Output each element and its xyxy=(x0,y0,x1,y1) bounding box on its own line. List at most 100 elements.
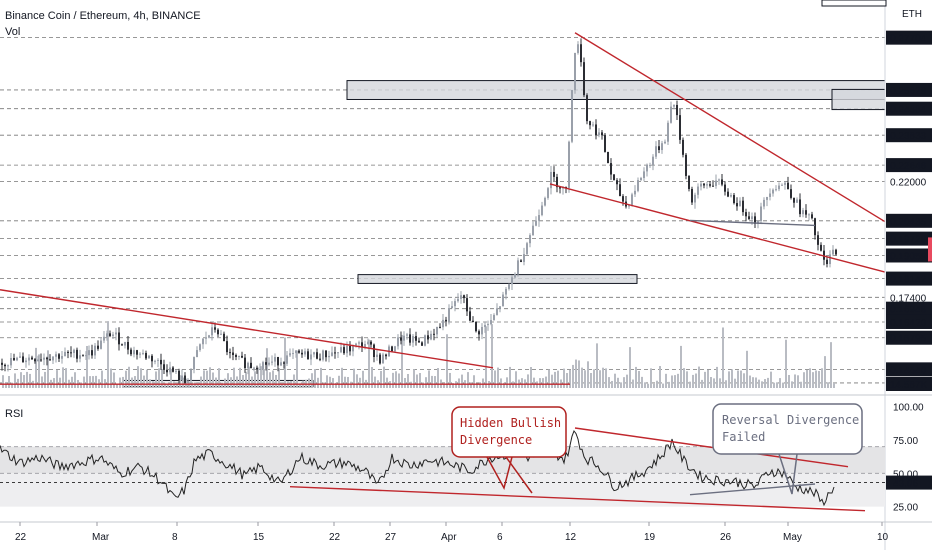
candle-body xyxy=(721,179,723,185)
volume-bar xyxy=(224,378,226,388)
candle-body xyxy=(832,249,834,255)
rsi-label: RSI xyxy=(5,408,23,420)
volume-bar xyxy=(485,326,487,388)
hidden-bullish-box xyxy=(451,406,567,458)
price-zone xyxy=(831,88,886,111)
candle-body xyxy=(799,199,801,215)
candle-body xyxy=(508,284,510,289)
candle-body xyxy=(79,355,81,359)
volume-bar xyxy=(656,380,658,388)
volume-bar xyxy=(458,378,460,388)
volume-bar xyxy=(557,370,559,388)
candle-body xyxy=(700,183,702,187)
candle-body xyxy=(604,135,606,152)
candle-body xyxy=(694,194,696,203)
volume-bar xyxy=(209,367,211,388)
volume-bar xyxy=(737,370,739,388)
volume-badge xyxy=(886,377,932,391)
volume-bar xyxy=(491,324,493,388)
volume-bar xyxy=(422,382,424,388)
candle-body xyxy=(829,254,831,265)
candle-body xyxy=(262,362,264,370)
candle-body xyxy=(268,362,270,365)
volume-bar xyxy=(191,383,193,388)
time-label: 22 xyxy=(15,532,27,543)
volume-bar xyxy=(443,383,445,388)
volume-bar xyxy=(530,367,532,388)
volume-bar xyxy=(692,374,694,388)
volume-bar xyxy=(119,377,121,388)
candle-body xyxy=(82,355,84,357)
price-label: 0.18142 xyxy=(890,275,927,286)
candle-body xyxy=(382,354,384,364)
candle-body xyxy=(817,235,819,245)
volume-bar xyxy=(383,366,385,388)
volume-bar xyxy=(827,382,829,388)
candle-body xyxy=(574,52,576,91)
volume-bar xyxy=(413,369,415,388)
candle-body xyxy=(580,44,582,63)
price-zone xyxy=(357,274,638,284)
price-label: 0.19728 xyxy=(890,235,927,246)
candle-body xyxy=(436,326,438,335)
candle-body xyxy=(61,356,63,359)
candle-body xyxy=(814,218,816,236)
candle-body xyxy=(52,356,54,361)
candle-body xyxy=(73,349,75,354)
volume-bar xyxy=(29,373,31,388)
volume-bar xyxy=(62,367,64,388)
volume-bar xyxy=(20,372,22,388)
candle-body xyxy=(529,235,531,244)
candle-body xyxy=(496,308,498,315)
volume-bar xyxy=(359,377,361,388)
time-label: 22 xyxy=(329,532,341,543)
candle-body xyxy=(130,349,132,355)
volume-bar xyxy=(800,381,802,388)
price-badge xyxy=(886,330,932,345)
volume-bar xyxy=(515,371,517,388)
rsi-trendline xyxy=(289,485,866,512)
volume-bar xyxy=(542,378,544,388)
price-label: 0.24884 xyxy=(890,105,927,116)
volume-bar xyxy=(326,375,328,388)
candle-body xyxy=(544,197,546,206)
candle-body xyxy=(823,250,825,260)
volume-bar xyxy=(551,374,553,388)
candle-body xyxy=(280,362,282,366)
volume-bar xyxy=(197,382,199,388)
chart-title: Binance Coin / Ethereum, 4h, BINANCE xyxy=(5,10,201,22)
volume-bar xyxy=(203,370,205,388)
candle-body xyxy=(334,352,336,354)
price-label: 0.25629 xyxy=(890,86,927,97)
candle-body xyxy=(640,178,642,181)
price-badge xyxy=(886,101,932,116)
candle-body xyxy=(100,340,102,349)
volume-bar xyxy=(521,378,523,388)
candle-body xyxy=(43,357,45,360)
candle-body xyxy=(97,345,99,349)
rsi-trendline xyxy=(574,427,849,468)
candle-body xyxy=(493,314,495,321)
volume-bar xyxy=(41,376,43,388)
volume-bar xyxy=(230,377,232,388)
candle-body xyxy=(49,359,51,361)
volume-bar xyxy=(758,379,760,388)
volume-bar xyxy=(605,368,607,388)
hidden-bullish-line-2: Divergence xyxy=(460,433,532,447)
candle-body xyxy=(127,341,129,350)
volume-bar xyxy=(716,366,718,388)
volume-bar xyxy=(617,377,619,388)
candle-body xyxy=(349,345,351,352)
candle-body xyxy=(550,171,552,189)
volume-bar xyxy=(218,368,220,388)
volume-bar xyxy=(704,371,706,388)
volume-bar xyxy=(107,321,109,388)
candle-body xyxy=(352,345,354,352)
volume-bar xyxy=(317,377,319,388)
candle-body xyxy=(646,165,648,172)
candle-body xyxy=(151,355,153,362)
candle-body xyxy=(292,353,294,355)
volume-bar xyxy=(182,377,184,388)
volume-bar xyxy=(725,380,727,388)
